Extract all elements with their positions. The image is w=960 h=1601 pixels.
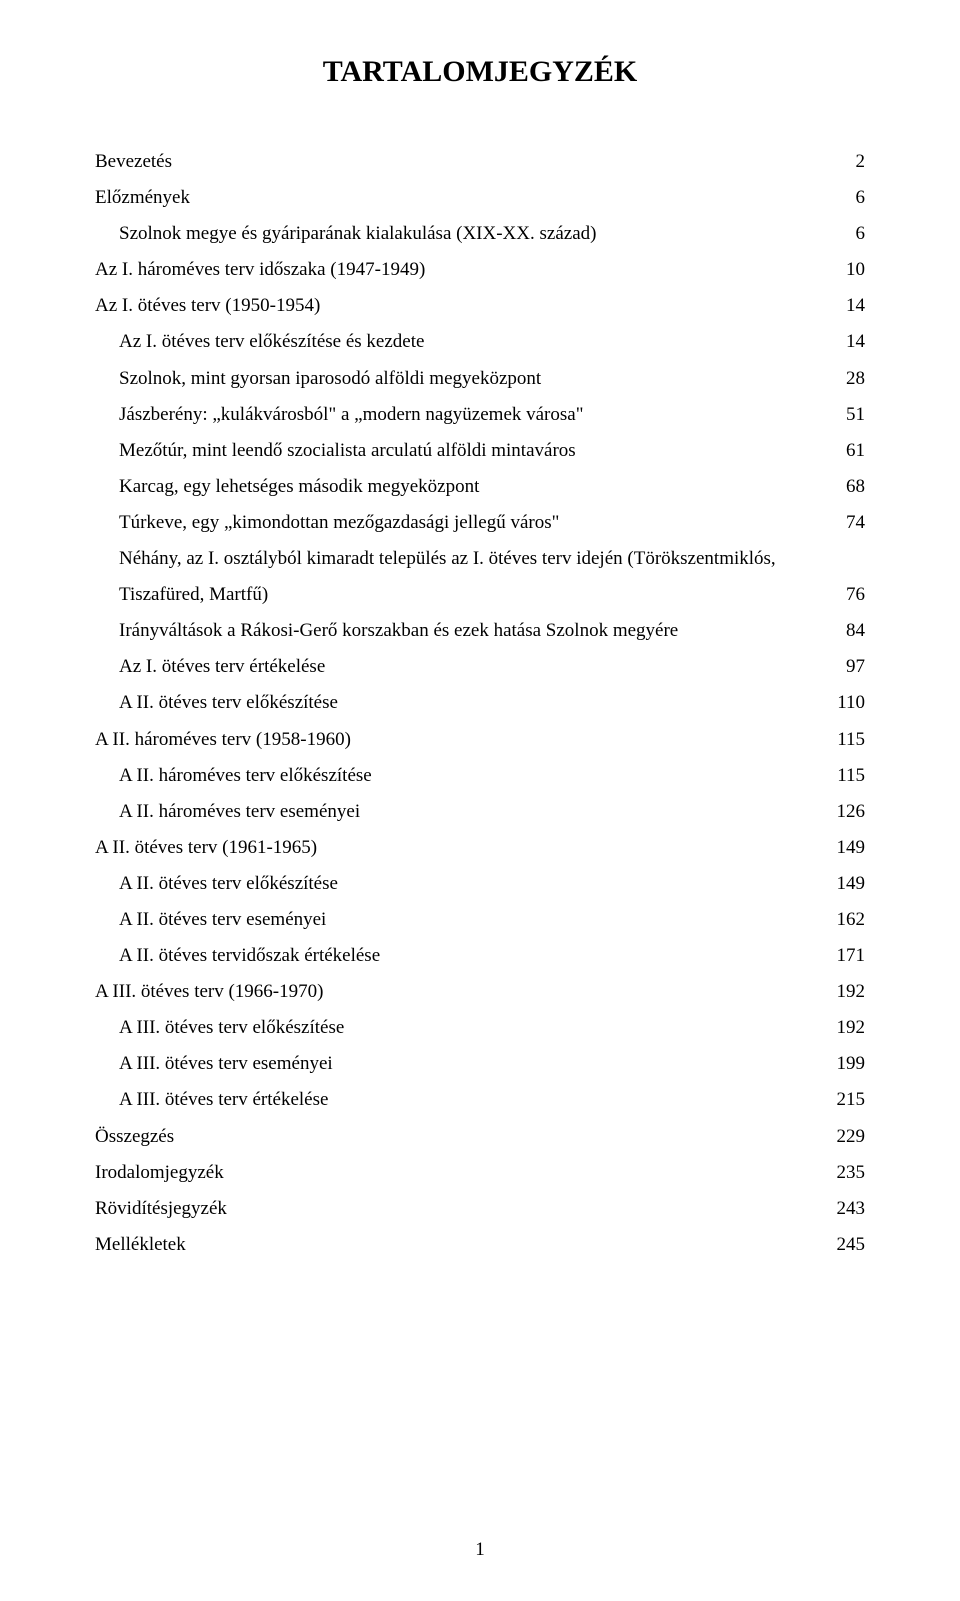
toc-page-number: 2 [856,144,866,180]
toc-entry: Túrkeve, egy „kimondottan mezőgazdasági … [95,505,865,541]
toc-entry: Karcag, egy lehetséges második megyeközp… [95,469,865,505]
toc-label: A II. ötéves terv előkészítése [119,685,338,721]
toc-entry: Előzmények 6 [95,180,865,216]
toc-entry: A II. hároméves terv (1958-1960) 115 [95,722,865,758]
toc-entry: A III. ötéves terv értékelése 215 [95,1082,865,1118]
toc-page-number: 149 [837,866,866,902]
toc-label: A III. ötéves terv (1966-1970) [95,974,323,1010]
toc-entry: Jászberény: „kulákvárosból" a „modern na… [95,397,865,433]
toc-page-number: 28 [846,361,865,397]
toc-label: A II. hároméves terv előkészítése [119,758,372,794]
toc-entry: A II. ötéves terv előkészítése 110 [95,685,865,721]
toc-entry: Szolnok megye és gyáriparának kialakulás… [95,216,865,252]
toc-entry: A II. ötéves terv (1961-1965) 149 [95,830,865,866]
toc-label: Mellékletek [95,1227,186,1263]
toc-page-number: 229 [837,1119,866,1155]
document-page: TARTALOMJEGYZÉK Bevezetés 2 Előzmények 6 Szo… [0,0,960,1601]
toc-page-number: 14 [846,288,865,324]
toc-label: Az I. ötéves terv előkészítése és kezdet… [119,324,424,360]
toc-page-number: 10 [846,252,865,288]
table-of-contents: Bevezetés 2 Előzmények 6 Szolnok megye és gy… [95,144,865,1263]
toc-label: A II. ötéves tervidőszak értékelése [119,938,380,974]
toc-label: Mezőtúr, mint leendő szocialista arculat… [119,433,576,469]
toc-label: Rövidítésjegyzék [95,1191,227,1227]
toc-page-number: 97 [846,649,865,685]
toc-label: A II. hároméves terv eseményei [119,794,360,830]
toc-entry: Bevezetés 2 [95,144,865,180]
toc-label: Néhány, az I. osztályból kimaradt telepü… [119,541,865,577]
toc-page-number: 192 [837,1010,866,1046]
toc-page-number: 68 [846,469,865,505]
toc-entry: Néhány, az I. osztályból kimaradt telepü… [95,541,865,613]
toc-page-number: 110 [837,685,865,721]
toc-label: Szolnok megye és gyáriparának kialakulás… [119,216,596,252]
toc-page-number: 235 [837,1155,866,1191]
toc-label: Irányváltások a Rákosi-Gerő korszakban é… [119,613,678,649]
toc-page-number: 6 [856,216,866,252]
toc-label: Szolnok, mint gyorsan iparosodó alföldi … [119,361,541,397]
toc-label: A II. ötéves terv (1961-1965) [95,830,317,866]
toc-label: A III. ötéves terv előkészítése [119,1010,344,1046]
toc-page-number: 14 [846,324,865,360]
toc-label: Az I. ötéves terv értékelése [119,649,325,685]
toc-page-number: 115 [837,722,865,758]
toc-page-number: 149 [837,830,866,866]
toc-page-number: 76 [846,577,865,613]
toc-page-number: 115 [837,758,865,794]
toc-entry: A III. ötéves terv eseményei 199 [95,1046,865,1082]
toc-entry: A III. ötéves terv előkészítése 192 [95,1010,865,1046]
toc-page-number: 162 [837,902,866,938]
toc-page-number: 245 [837,1227,866,1263]
toc-entry: A II. ötéves terv előkészítése 149 [95,866,865,902]
toc-label: Tiszafüred, Martfű) [119,577,268,613]
toc-label: A II. ötéves terv eseményei [119,902,326,938]
toc-entry: Irányváltások a Rákosi-Gerő korszakban é… [95,613,865,649]
page-title: TARTALOMJEGYZÉK [95,55,865,89]
toc-page-number: 6 [856,180,866,216]
toc-entry: Rövidítésjegyzék 243 [95,1191,865,1227]
toc-label: A III. ötéves terv eseményei [119,1046,333,1082]
toc-entry: Irodalomjegyzék 235 [95,1155,865,1191]
toc-label: Előzmények [95,180,190,216]
toc-entry: A II. ötéves terv eseményei 162 [95,902,865,938]
page-number: 1 [0,1539,960,1561]
toc-label: Összegzés [95,1119,174,1155]
toc-entry: A II. hároméves terv előkészítése 115 [95,758,865,794]
toc-page-number: 74 [846,505,865,541]
toc-label: Túrkeve, egy „kimondottan mezőgazdasági … [119,505,559,541]
toc-page-number: 51 [846,397,865,433]
toc-page-number: 243 [837,1191,866,1227]
toc-page-number: 192 [837,974,866,1010]
toc-entry: Összegzés 229 [95,1119,865,1155]
toc-entry: A II. ötéves tervidőszak értékelése 171 [95,938,865,974]
toc-entry: Az I. ötéves terv (1950-1954) 14 [95,288,865,324]
toc-page-number: 126 [837,794,866,830]
toc-label: A II. hároméves terv (1958-1960) [95,722,351,758]
toc-entry: A III. ötéves terv (1966-1970) 192 [95,974,865,1010]
toc-label: A II. ötéves terv előkészítése [119,866,338,902]
toc-entry: Szolnok, mint gyorsan iparosodó alföldi … [95,361,865,397]
toc-label: Karcag, egy lehetséges második megyeközp… [119,469,479,505]
toc-label: A III. ötéves terv értékelése [119,1082,328,1118]
toc-label: Bevezetés [95,144,172,180]
toc-entry: Az I. hároméves terv időszaka (1947-1949… [95,252,865,288]
toc-page-number: 61 [846,433,865,469]
toc-entry: Az I. ötéves terv értékelése 97 [95,649,865,685]
toc-entry: Az I. ötéves terv előkészítése és kezdet… [95,324,865,360]
toc-entry: Mezőtúr, mint leendő szocialista arculat… [95,433,865,469]
toc-entry: A II. hároméves terv eseményei 126 [95,794,865,830]
toc-page-number: 199 [837,1046,866,1082]
toc-page-number: 84 [846,613,865,649]
toc-page-number: 171 [837,938,866,974]
toc-page-number: 215 [837,1082,866,1118]
toc-entry: Mellékletek 245 [95,1227,865,1263]
toc-label: Irodalomjegyzék [95,1155,224,1191]
toc-label: Jászberény: „kulákvárosból" a „modern na… [119,397,583,433]
toc-label: Az I. hároméves terv időszaka (1947-1949… [95,252,425,288]
toc-label: Az I. ötéves terv (1950-1954) [95,288,320,324]
